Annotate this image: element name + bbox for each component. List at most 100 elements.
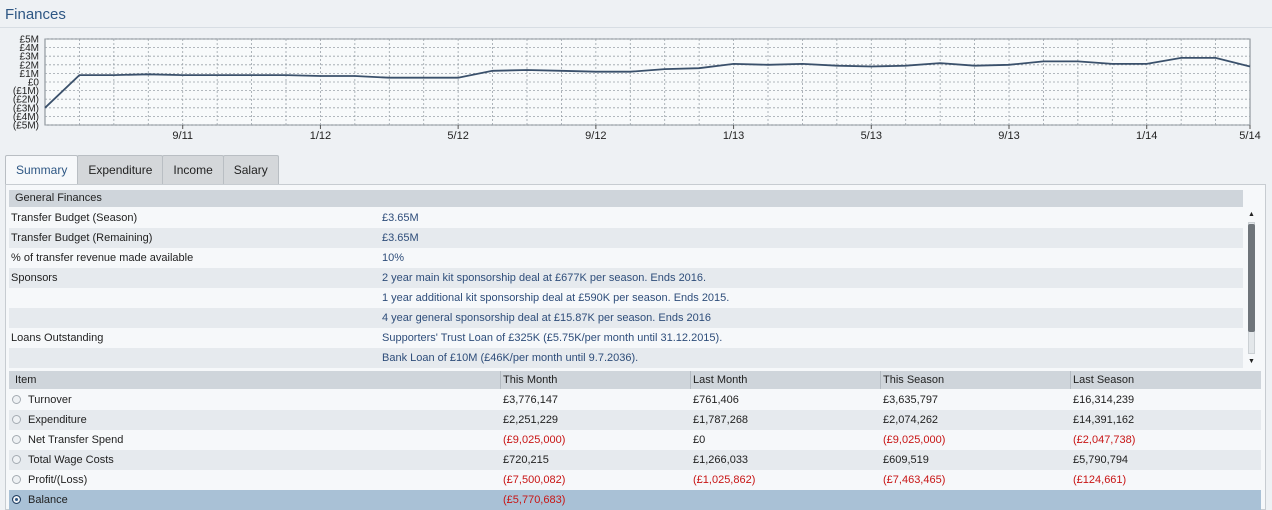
- table-row-expenditure[interactable]: Expenditure £2,251,229 £1,787,268 £2,074…: [9, 410, 1261, 430]
- cell-last-season: £16,314,239: [1073, 394, 1135, 406]
- row-item-label: Turnover: [28, 394, 72, 406]
- gf-value: 4 year general sponsorship deal at £15.8…: [382, 312, 712, 324]
- gf-row-transfer-revenue: % of transfer revenue made available 10%: [9, 248, 1243, 268]
- x-tick-label: 9/11: [172, 130, 193, 142]
- title-divider: [0, 27, 1272, 28]
- row-item-label: Expenditure: [28, 414, 87, 426]
- y-tick-label: £3M: [20, 52, 39, 63]
- y-tick-label: (£3M): [13, 103, 39, 114]
- y-tick-label: £2M: [20, 60, 39, 71]
- row-radio-selected-icon[interactable]: [12, 495, 21, 504]
- gf-row-transfer-budget-remaining: Transfer Budget (Remaining) £3.65M: [9, 228, 1243, 248]
- row-item-label: Net Transfer Spend: [28, 434, 124, 446]
- gf-value: £3.65M: [382, 232, 419, 244]
- column-header-item[interactable]: Item: [15, 374, 37, 386]
- table-row-net-transfer-spend[interactable]: Net Transfer Spend (£9,025,000) £0 (£9,0…: [9, 430, 1261, 450]
- gf-label: Transfer Budget (Remaining): [11, 232, 153, 244]
- gf-value: Bank Loan of £10M (£46K/per month until …: [382, 352, 639, 364]
- cell-last-month: £1,266,033: [693, 454, 749, 466]
- cell-this-season: £3,635,797: [883, 394, 939, 406]
- cell-last-season: (£124,661): [1073, 474, 1127, 486]
- cell-this-month: £3,776,147: [503, 394, 559, 406]
- row-radio-icon[interactable]: [12, 455, 21, 464]
- cell-last-season: £5,790,794: [1073, 454, 1129, 466]
- cell-last-month: £761,406: [693, 394, 739, 406]
- tab-summary[interactable]: Summary: [5, 155, 79, 186]
- y-tick-label: £0: [28, 78, 40, 89]
- tab-salary[interactable]: Salary: [222, 155, 279, 184]
- cell-this-season: £609,519: [883, 454, 929, 466]
- gf-row-sponsors: Sponsors 2 year main kit sponsorship dea…: [9, 268, 1243, 288]
- cell-this-month: (£7,500,082): [503, 474, 566, 486]
- x-tick-label: 1/13: [723, 130, 744, 142]
- tab-income[interactable]: Income: [162, 155, 224, 184]
- row-item-label: Balance: [28, 494, 68, 506]
- gf-value: 10%: [382, 252, 405, 264]
- gf-row-loan-2: Bank Loan of £10M (£46K/per month until …: [9, 348, 1243, 368]
- gf-row-transfer-budget-season: Transfer Budget (Season) £3.65M: [9, 208, 1243, 228]
- y-tick-label: £4M: [20, 43, 39, 54]
- gf-row-sponsor-3: 4 year general sponsorship deal at £15.8…: [9, 308, 1243, 328]
- x-tick-label: 5/13: [861, 130, 882, 142]
- y-tick-label: (£4M): [13, 112, 39, 123]
- gf-row-sponsor-2: 1 year additional kit sponsorship deal a…: [9, 288, 1243, 308]
- x-tick-label: 9/12: [585, 130, 606, 142]
- column-header-last-month[interactable]: Last Month: [693, 374, 748, 386]
- table-row-profit-loss[interactable]: Profit/(Loss) (£7,500,082) (£1,025,862) …: [9, 470, 1261, 490]
- column-divider: [880, 371, 881, 389]
- gf-label: Sponsors: [11, 272, 58, 284]
- cell-last-season: £14,391,162: [1073, 414, 1135, 426]
- scroll-down-arrow-icon[interactable]: ▼: [1248, 358, 1255, 365]
- y-tick-label: (£1M): [13, 86, 39, 97]
- gf-label: % of transfer revenue made available: [11, 252, 194, 264]
- y-tick-label: (£5M): [13, 121, 39, 132]
- y-tick-label: £1M: [20, 69, 39, 80]
- balance-series-line: [44, 56, 1251, 109]
- general-finances-scrollbar[interactable]: ▲ ▼: [1246, 210, 1257, 366]
- column-divider: [690, 371, 691, 389]
- cell-this-season: £2,074,262: [883, 414, 939, 426]
- row-radio-icon[interactable]: [12, 435, 21, 444]
- row-radio-icon[interactable]: [12, 415, 21, 424]
- gf-value: 1 year additional kit sponsorship deal a…: [382, 292, 730, 304]
- row-radio-icon[interactable]: [12, 475, 21, 484]
- gf-value: Supporters' Trust Loan of £325K (£5.75K/…: [382, 332, 723, 344]
- tab-bar: Summary Expenditure Income Salary: [5, 155, 279, 186]
- scroll-up-arrow-icon[interactable]: ▲: [1248, 211, 1255, 218]
- cell-this-month: (£9,025,000): [503, 434, 566, 446]
- row-radio-icon[interactable]: [12, 395, 21, 404]
- cell-this-month: (£5,770,683): [503, 494, 566, 506]
- x-tick-label: 5/12: [447, 130, 468, 142]
- column-divider: [1070, 371, 1071, 389]
- cell-this-month: £720,215: [503, 454, 549, 466]
- y-tick-label: £5M: [20, 35, 39, 46]
- cell-last-month: (£1,025,862): [693, 474, 756, 486]
- gf-label: Loans Outstanding: [11, 332, 104, 344]
- gf-row-loans: Loans Outstanding Supporters' Trust Loan…: [9, 328, 1243, 348]
- cell-this-season: (£9,025,000): [883, 434, 946, 446]
- tab-expenditure[interactable]: Expenditure: [77, 155, 164, 184]
- column-header-this-season[interactable]: This Season: [883, 374, 945, 386]
- cell-this-month: £2,251,229: [503, 414, 559, 426]
- x-tick-label: 1/12: [310, 130, 331, 142]
- x-tick-label: 5/14: [1239, 130, 1260, 142]
- row-item-label: Profit/(Loss): [28, 474, 88, 486]
- scroll-thumb[interactable]: [1248, 224, 1255, 332]
- cell-last-month: £1,787,268: [693, 414, 749, 426]
- gf-value: 2 year main kit sponsorship deal at £677…: [382, 272, 707, 284]
- gf-value: £3.65M: [382, 212, 419, 224]
- cell-last-season: (£2,047,738): [1073, 434, 1136, 446]
- column-header-last-season[interactable]: Last Season: [1073, 374, 1135, 386]
- y-tick-label: (£2M): [13, 95, 39, 106]
- column-divider: [500, 371, 501, 389]
- page-title: Finances: [5, 6, 66, 23]
- table-row-turnover[interactable]: Turnover £3,776,147 £761,406 £3,635,797 …: [9, 390, 1261, 410]
- gf-label: Transfer Budget (Season): [11, 212, 138, 224]
- table-row-balance[interactable]: Balance (£5,770,683): [9, 490, 1261, 510]
- cell-this-season: (£7,463,465): [883, 474, 946, 486]
- table-row-total-wage-costs[interactable]: Total Wage Costs £720,215 £1,266,033 £60…: [9, 450, 1261, 470]
- column-header-this-month[interactable]: This Month: [503, 374, 558, 386]
- general-finances-header: General Finances: [9, 190, 1243, 207]
- balance-history-chart: £5M£4M£3M£2M£1M£0(£1M)(£2M)(£3M)(£4M)(£5…: [13, 35, 1261, 143]
- row-item-label: Total Wage Costs: [28, 454, 114, 466]
